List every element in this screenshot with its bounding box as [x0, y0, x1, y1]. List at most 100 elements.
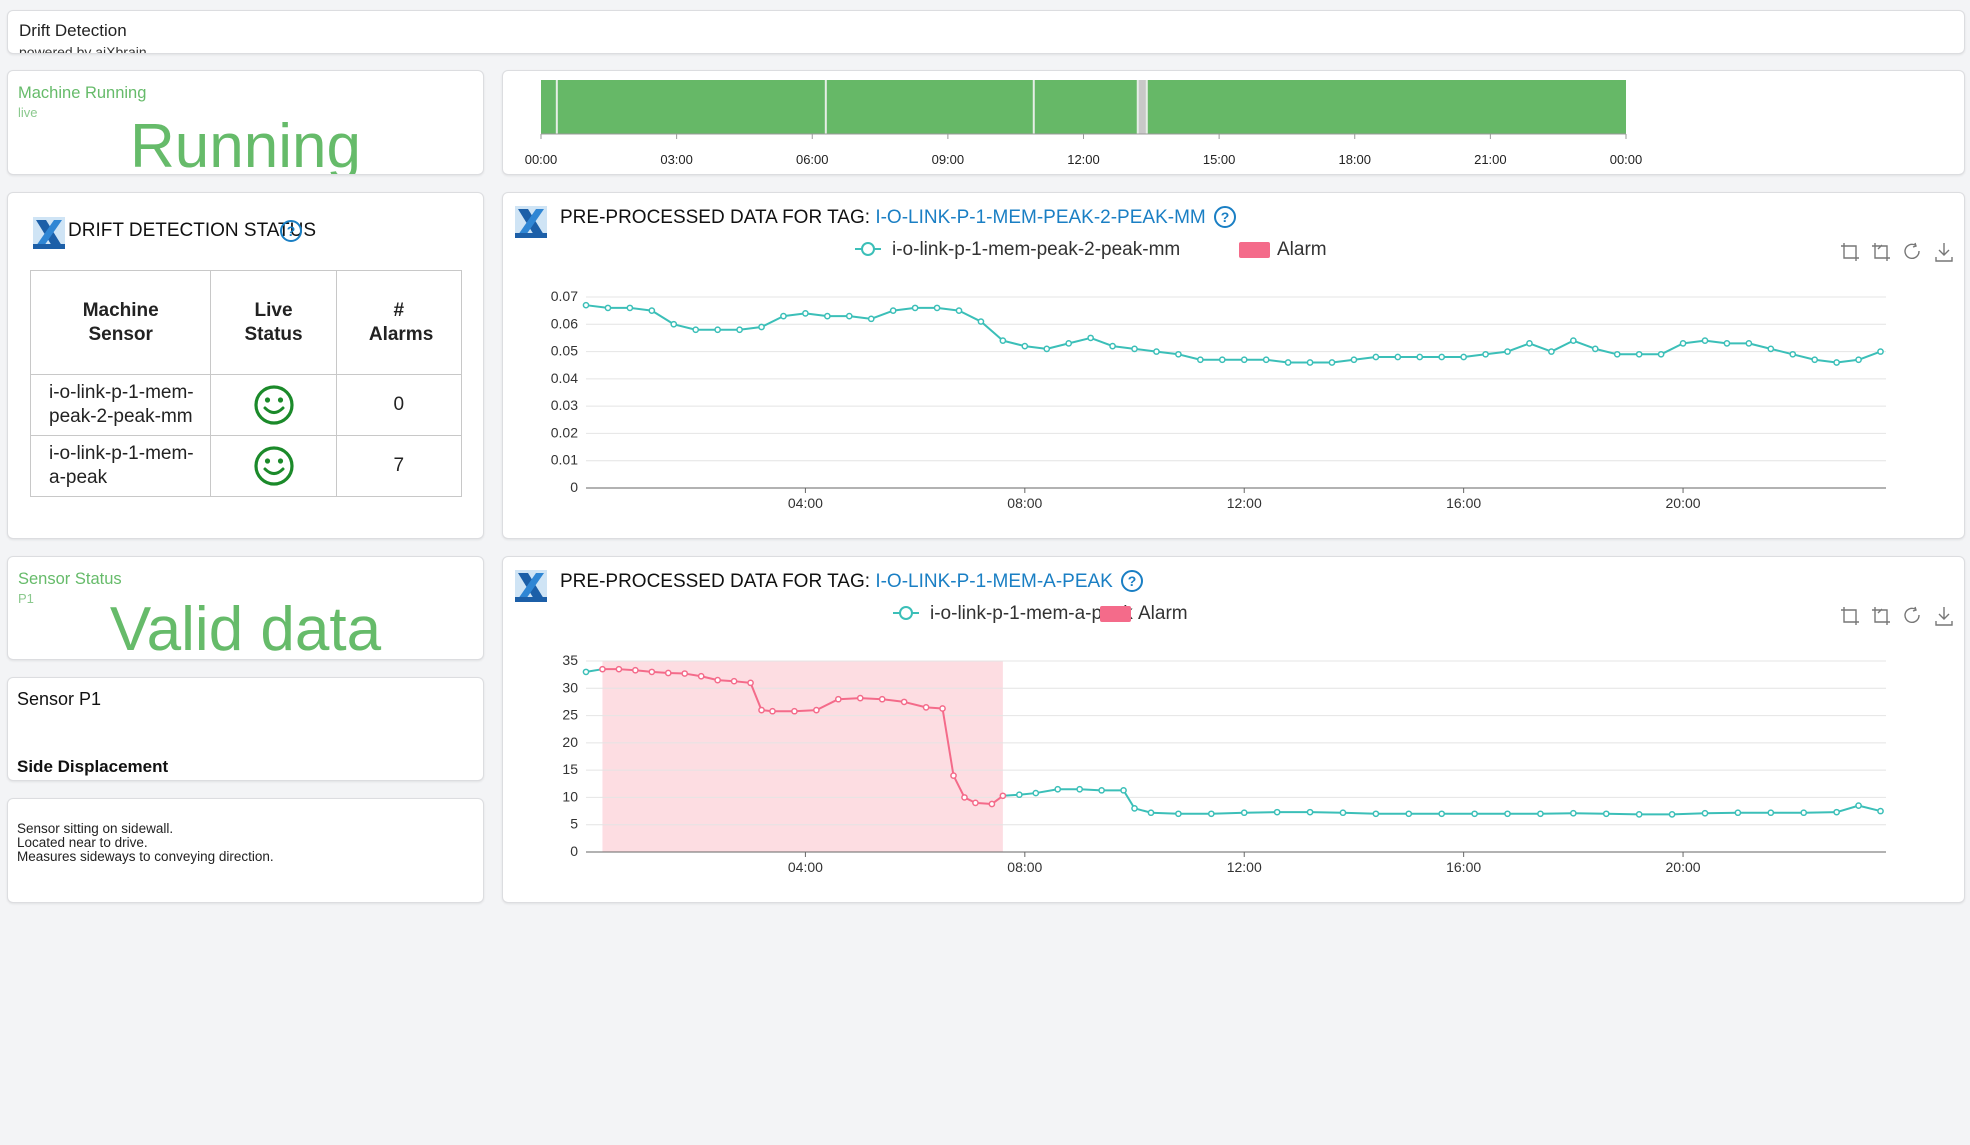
data-point[interactable] [714, 676, 721, 684]
data-point[interactable] [1723, 340, 1731, 347]
refresh-icon[interactable] [1904, 242, 1920, 259]
data-point[interactable] [1076, 785, 1084, 793]
data-point[interactable] [1701, 337, 1709, 345]
data-point[interactable] [856, 694, 864, 702]
data-point[interactable] [1240, 356, 1248, 364]
data-point[interactable] [1054, 785, 1062, 793]
data-point[interactable] [1602, 810, 1610, 818]
data-point[interactable] [813, 706, 820, 714]
data-point[interactable] [1306, 359, 1314, 366]
data-point[interactable] [1284, 359, 1292, 366]
data-point[interactable] [1339, 809, 1347, 817]
data-point[interactable] [632, 666, 639, 674]
data-point[interactable] [1833, 359, 1840, 366]
legend-series-label[interactable]: i-o-link-p-1-mem-peak-2-peak-mm [892, 239, 1180, 260]
data-point[interactable] [1482, 350, 1489, 358]
data-point[interactable] [1416, 353, 1424, 361]
data-point[interactable] [1218, 356, 1226, 364]
data-point[interactable] [933, 304, 941, 312]
zoom-icon[interactable] [1841, 607, 1859, 625]
data-point[interactable] [664, 669, 672, 677]
data-point[interactable] [758, 323, 765, 331]
data-point[interactable] [955, 307, 963, 314]
data-point[interactable] [1504, 810, 1511, 818]
data-point[interactable] [939, 705, 946, 712]
help-icon[interactable]: ? [1121, 570, 1143, 592]
data-point[interactable] [1032, 789, 1040, 797]
data-point[interactable] [834, 695, 842, 703]
zoom-reset-icon[interactable] [1872, 607, 1890, 625]
legend-alarm-label[interactable]: Alarm [1138, 603, 1188, 624]
data-point[interactable] [972, 799, 979, 807]
data-point[interactable] [1065, 340, 1073, 347]
data-point[interactable] [582, 301, 590, 309]
data-point[interactable] [1734, 809, 1742, 817]
data-point[interactable] [1745, 340, 1753, 347]
data-point[interactable] [1021, 342, 1029, 350]
data-point[interactable] [1471, 810, 1478, 818]
help-icon[interactable]: ? [1214, 206, 1236, 228]
help-icon[interactable]: ? [280, 220, 302, 242]
data-point[interactable] [802, 310, 809, 317]
data-point[interactable] [626, 304, 634, 312]
chart2-tag[interactable]: I-O-LINK-P-1-MEM-A-PEAK [875, 571, 1113, 592]
data-point[interactable] [950, 772, 957, 779]
data-point[interactable] [1833, 808, 1840, 816]
data-point[interactable] [977, 318, 985, 325]
data-point[interactable] [714, 326, 721, 334]
data-point[interactable] [867, 315, 875, 323]
data-point[interactable] [780, 312, 787, 320]
legend-alarm-label[interactable]: Alarm [1277, 239, 1327, 260]
data-point[interactable] [1207, 810, 1215, 818]
data-point[interactable] [1273, 808, 1281, 816]
data-point[interactable] [988, 800, 996, 808]
data-point[interactable] [648, 307, 656, 314]
data-point[interactable] [1635, 810, 1643, 818]
refresh-icon[interactable] [1904, 606, 1920, 623]
data-point[interactable] [736, 326, 743, 334]
data-point[interactable] [604, 304, 612, 312]
zoom-icon[interactable] [1841, 243, 1859, 261]
data-point[interactable] [1109, 342, 1116, 350]
zoom-reset-icon[interactable] [1872, 243, 1890, 261]
data-point[interactable] [1613, 350, 1621, 358]
data-point[interactable] [1569, 809, 1577, 817]
data-point[interactable] [1350, 356, 1358, 364]
data-point[interactable] [922, 704, 930, 711]
data-point[interactable] [1855, 802, 1862, 809]
data-point[interactable] [1767, 345, 1775, 353]
data-point[interactable] [615, 665, 623, 673]
data-point[interactable] [1526, 340, 1533, 347]
data-point[interactable] [889, 307, 897, 314]
data-point[interactable] [1098, 786, 1105, 794]
data-point[interactable] [1153, 348, 1160, 355]
data-point[interactable] [1811, 356, 1819, 364]
data-point[interactable] [747, 679, 754, 687]
data-point[interactable] [730, 677, 738, 685]
data-point[interactable] [1767, 809, 1775, 817]
data-point[interactable] [1679, 340, 1687, 347]
data-point[interactable] [1262, 356, 1270, 364]
data-point[interactable] [769, 707, 776, 715]
data-point[interactable] [1548, 348, 1555, 355]
data-point[interactable] [648, 668, 656, 676]
data-point[interactable] [1537, 810, 1544, 818]
data-point[interactable] [1569, 337, 1577, 345]
data-point[interactable] [1800, 809, 1808, 817]
data-point[interactable] [1635, 350, 1643, 358]
data-point[interactable] [1668, 810, 1676, 818]
data-point[interactable] [1591, 345, 1599, 353]
data-point[interactable] [1438, 353, 1446, 361]
data-point[interactable] [1460, 353, 1467, 361]
download-icon[interactable] [1935, 243, 1953, 262]
table-row[interactable]: i-o-link-p-1-mem-a-peak 7 [29, 435, 463, 497]
data-point[interactable] [670, 320, 678, 328]
data-point[interactable] [999, 792, 1007, 800]
data-point[interactable] [681, 670, 689, 677]
data-point[interactable] [961, 794, 968, 801]
chart1-tag[interactable]: I-O-LINK-P-1-MEM-PEAK-2-PEAK-MM [875, 207, 1206, 228]
data-point[interactable] [1701, 809, 1709, 817]
data-point[interactable] [824, 312, 831, 320]
data-point[interactable] [1175, 810, 1182, 818]
download-icon[interactable] [1935, 607, 1953, 626]
